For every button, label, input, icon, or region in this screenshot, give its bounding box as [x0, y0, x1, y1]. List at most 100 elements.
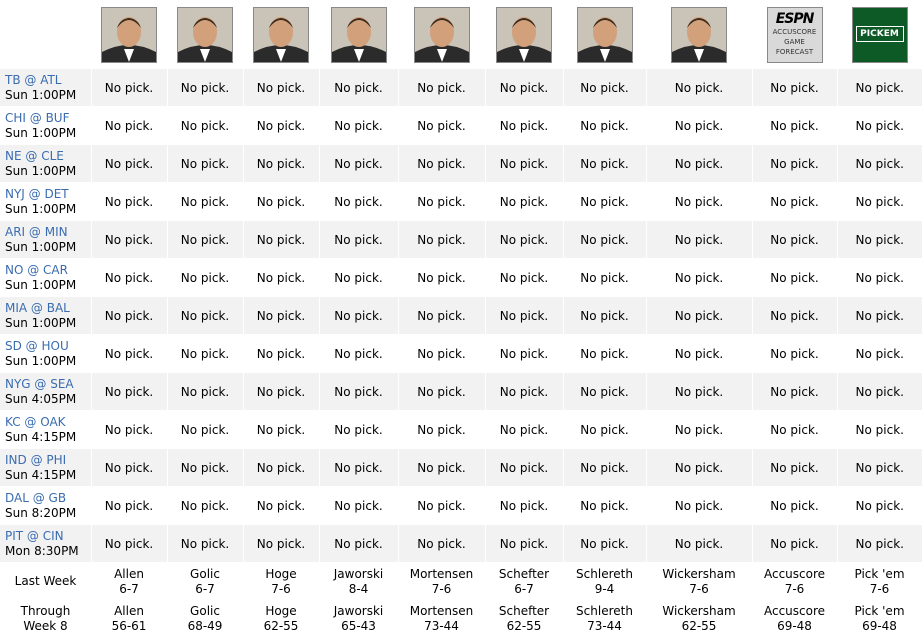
matchup-link[interactable]: NYG @ SEA — [5, 376, 74, 391]
pick-cell: No pick. — [645, 486, 752, 525]
analyst-header — [646, 0, 752, 69]
pick-cell: No pick. — [562, 144, 646, 183]
analyst-name: Hoge — [265, 603, 297, 618]
pick-cell: No pick. — [166, 220, 243, 259]
pick-cell: No pick. — [484, 486, 563, 525]
table-row: NYJ @ DET Sun 1:00PM No pick. No pick. No pi… — [0, 182, 922, 221]
pick-cell: No pick. — [751, 334, 837, 373]
game-time: Sun 4:15PM — [5, 429, 77, 444]
pick-cell: No pick. — [645, 69, 752, 107]
matchup-link[interactable]: CHI @ BUF — [5, 110, 70, 125]
record-value: 68-49 — [187, 618, 223, 633]
matchup-link[interactable]: ARI @ MIN — [5, 224, 68, 239]
pick-cell: No pick. — [90, 524, 167, 563]
accuscore-logo[interactable]: ESPN ACCUSCORE GAME FORECAST — [766, 7, 823, 63]
pick-cell: No pick. — [90, 410, 167, 449]
record-cell: Hoge 7-6 — [243, 563, 319, 601]
pick-cell: No pick. — [645, 296, 752, 335]
pick-cell: No pick. — [318, 486, 398, 525]
matchup-link[interactable]: PIT @ CIN — [5, 528, 64, 543]
pick-cell: No pick. — [166, 182, 243, 221]
analyst-header — [563, 0, 646, 69]
matchup-link[interactable]: MIA @ BAL — [5, 300, 70, 315]
pick-cell: No pick. — [836, 106, 922, 145]
matchup-link[interactable]: NYJ @ DET — [5, 186, 69, 201]
record-cell: Mortensen 73-44 — [398, 600, 485, 637]
record-value: 73-44 — [587, 618, 622, 633]
matchup-link[interactable]: NE @ CLE — [5, 148, 64, 163]
record-cell: Hoge 62-55 — [243, 600, 319, 637]
pick-cell: No pick. — [751, 106, 837, 145]
table-row: CHI @ BUF Sun 1:00PM No pick. No pick. No pi… — [0, 106, 922, 145]
pick-cell: No pick. — [166, 486, 243, 525]
pick-cell: No pick. — [166, 334, 243, 373]
matchup-link[interactable]: DAL @ GB — [5, 490, 67, 505]
analyst-header — [91, 0, 167, 69]
pick-cell: No pick. — [836, 296, 922, 335]
analyst-photo[interactable] — [177, 7, 233, 63]
pick-cell: No pick. — [242, 144, 319, 183]
pick-cell: No pick. — [90, 220, 167, 259]
record-value: 7-6 — [784, 581, 805, 596]
table-row: DAL @ GB Sun 8:20PM No pick. No pick. No pic… — [0, 486, 922, 525]
analyst-header: ESPN ACCUSCORE GAME FORECAST — [752, 0, 837, 69]
pick-cell: No pick. — [484, 144, 563, 183]
matchup-link[interactable]: IND @ PHI — [5, 452, 67, 467]
analyst-name: Schefter — [498, 566, 550, 581]
person-photo-icon — [577, 8, 632, 62]
logo-text-line: GAME — [784, 38, 805, 46]
matchup-link[interactable]: NO @ CAR — [5, 262, 68, 277]
matchup-link[interactable]: KC @ OAK — [5, 414, 66, 429]
pick-cell: No pick. — [751, 448, 837, 487]
analyst-photo[interactable] — [101, 7, 157, 63]
analyst-photo[interactable] — [671, 7, 727, 63]
record-cell: Pick 'em 69-48 — [837, 600, 922, 637]
pick-cell: No pick. — [397, 258, 485, 297]
table-row: TB @ ATL Sun 1:00PM No pick. No pick. No pic… — [0, 69, 922, 107]
pick-cell: No pick. — [90, 448, 167, 487]
game-cell: KC @ OAK Sun 4:15PM — [0, 410, 91, 449]
pick-cell: No pick. — [562, 334, 646, 373]
record-cell: Schefter 6-7 — [485, 563, 563, 601]
pick-cell: No pick. — [836, 524, 922, 563]
matchup-link[interactable]: SD @ HOU — [5, 338, 69, 353]
pick-cell: No pick. — [751, 144, 837, 183]
pick-cell: No pick. — [751, 258, 837, 297]
pick-cell: No pick. — [645, 448, 752, 487]
record-cell: Schlereth 9-4 — [563, 563, 646, 601]
pick-cell: No pick. — [484, 372, 563, 411]
person-photo-icon — [497, 8, 551, 62]
record-value: 7-6 — [271, 581, 291, 596]
pick-cell: No pick. — [242, 486, 319, 525]
pickem-logo[interactable]: PICKEM — [851, 7, 908, 63]
analyst-name: Jaworski — [333, 566, 384, 581]
pick-cell: No pick. — [318, 258, 398, 297]
analyst-photo[interactable] — [576, 7, 633, 63]
matchup-link[interactable]: TB @ ATL — [5, 72, 62, 87]
pick-cell: No pick. — [645, 372, 752, 411]
pick-cell: No pick. — [751, 524, 837, 563]
pick-cell: No pick. — [397, 410, 485, 449]
analyst-photo[interactable] — [253, 7, 309, 63]
pick-cell: No pick. — [242, 410, 319, 449]
pick-cell: No pick. — [397, 448, 485, 487]
analyst-name: Pick 'em — [854, 603, 905, 618]
record-cell: Allen 6-7 — [91, 563, 167, 601]
pick-cell: No pick. — [318, 372, 398, 411]
record-cell: Schefter 62-55 — [485, 600, 563, 637]
pick-cell: No pick. — [166, 372, 243, 411]
game-cell: MIA @ BAL Sun 1:00PM — [0, 296, 91, 335]
game-cell: NO @ CAR Sun 1:00PM — [0, 258, 91, 297]
pick-cell: No pick. — [645, 106, 752, 145]
analyst-photo[interactable] — [330, 7, 387, 63]
pick-cell: No pick. — [166, 296, 243, 335]
pick-cell: No pick. — [836, 410, 922, 449]
game-cell: SD @ HOU Sun 1:00PM — [0, 334, 91, 373]
game-cell: CHI @ BUF Sun 1:00PM — [0, 106, 91, 145]
analyst-header — [243, 0, 319, 69]
analyst-photo[interactable] — [496, 7, 552, 63]
analyst-photo[interactable] — [413, 7, 470, 63]
espn-logo-text: ESPN — [775, 11, 815, 27]
game-time: Sun 1:00PM — [5, 353, 77, 368]
